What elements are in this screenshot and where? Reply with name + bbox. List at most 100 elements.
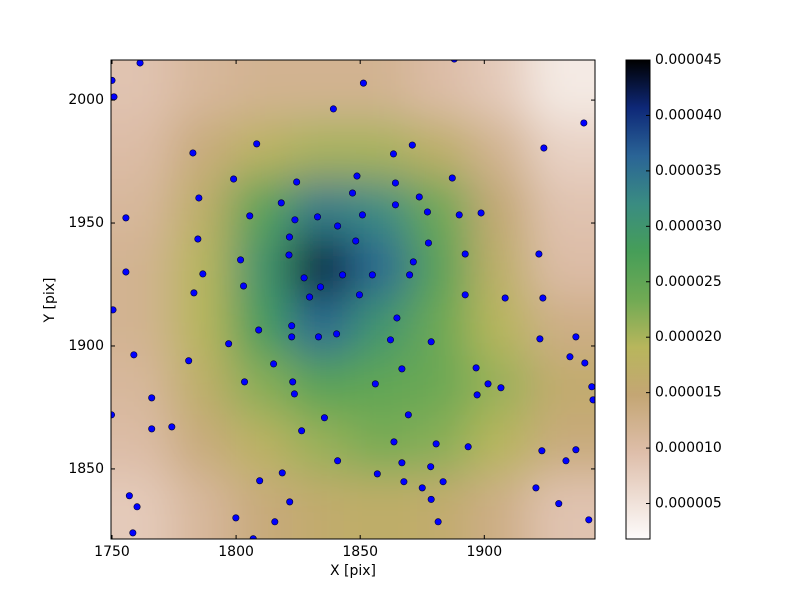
colorbar-tick-label: 0.000035 <box>655 163 722 179</box>
scatter-point <box>566 353 574 361</box>
density-cell <box>350 119 411 180</box>
scatter-points <box>111 60 595 539</box>
scatter-point <box>314 213 322 221</box>
density-cell <box>409 119 470 180</box>
scatter-point <box>111 93 118 101</box>
density-cell <box>409 178 470 239</box>
scatter-point <box>424 239 432 247</box>
density-cell <box>409 60 470 121</box>
scatter-point <box>371 380 379 388</box>
scatter-point <box>289 378 297 386</box>
density-cell <box>409 355 470 416</box>
density-cell <box>409 296 470 357</box>
density-cell <box>171 178 232 239</box>
scatter-point <box>111 76 116 84</box>
density-cell <box>111 60 173 121</box>
scatter-point <box>195 194 203 202</box>
scatter-point <box>389 150 397 158</box>
density-cell <box>231 237 292 298</box>
scatter-point <box>278 469 286 477</box>
x-tick-label: 1750 <box>94 544 130 560</box>
scatter-point <box>355 291 363 299</box>
scatter-point <box>432 440 440 448</box>
scatter-point <box>580 119 588 127</box>
scatter-point <box>581 359 589 367</box>
scatter-point <box>539 294 547 302</box>
scatter-point <box>133 503 141 511</box>
density-cell <box>231 296 292 357</box>
scatter-point <box>185 357 193 365</box>
density-cell <box>231 119 292 180</box>
density-cell <box>171 119 232 180</box>
x-tick-label: 1800 <box>218 544 254 560</box>
scatter-point <box>240 282 248 290</box>
scatter-point <box>300 274 308 282</box>
scatter-point <box>353 172 361 180</box>
colorbar-tick-label: 0.000010 <box>655 440 722 456</box>
density-cell <box>350 296 411 357</box>
scatter-point <box>390 438 398 446</box>
scatter-point <box>320 414 328 422</box>
scatter-point <box>168 423 176 431</box>
scatter-point <box>230 175 238 183</box>
scatter-point <box>314 333 322 341</box>
scatter-point <box>398 459 406 467</box>
scatter-point <box>286 498 294 506</box>
scatter-point <box>129 529 137 537</box>
scatter-point <box>461 250 469 258</box>
scatter-point <box>450 60 458 63</box>
scatter-point <box>391 201 399 209</box>
scatter-point <box>298 427 306 435</box>
density-cell <box>171 414 232 475</box>
density-cell <box>231 178 292 239</box>
density-cell <box>469 178 530 239</box>
density-cell <box>231 355 292 416</box>
scatter-point <box>404 411 412 419</box>
scatter-point <box>572 446 580 454</box>
scatter-point <box>271 518 279 526</box>
density-cell <box>350 473 411 539</box>
y-axis-label: Y [pix] <box>42 278 58 324</box>
heatmap-cells <box>111 60 595 539</box>
density-cell <box>111 473 173 539</box>
scatter-point <box>237 256 245 264</box>
density-cell <box>350 237 411 298</box>
colorbar <box>625 59 651 540</box>
density-cell <box>409 237 470 298</box>
density-cell <box>111 414 173 475</box>
density-cell <box>528 414 595 475</box>
density-cell <box>469 414 530 475</box>
density-cell <box>528 178 595 239</box>
scatter-point <box>536 335 544 343</box>
density-cell <box>171 473 232 539</box>
scatter-point <box>349 189 357 197</box>
x-axis-label: X [pix] <box>330 563 376 579</box>
scatter-point <box>256 477 264 485</box>
colorbar-tick-label: 0.000040 <box>655 107 722 123</box>
density-cell <box>290 355 351 416</box>
colorbar-tick-label: 0.000005 <box>655 496 722 512</box>
scatter-point <box>241 378 249 386</box>
scatter-point <box>415 193 423 201</box>
density-cell <box>171 296 232 357</box>
x-tick-label: 1900 <box>466 544 502 560</box>
density-cell <box>111 119 173 180</box>
scatter-point <box>400 478 408 486</box>
density-cell <box>409 414 470 475</box>
scatter-point <box>270 360 278 368</box>
scatter-point <box>473 391 481 399</box>
scatter-point <box>472 364 480 372</box>
scatter-point <box>393 314 401 322</box>
scatter-point <box>285 251 293 259</box>
scatter-point <box>532 484 540 492</box>
y-tick-label: 2000 <box>68 92 104 108</box>
scatter-point <box>339 271 347 279</box>
scatter-point <box>199 270 207 278</box>
scatter-point <box>334 222 342 230</box>
scatter-point <box>427 338 435 346</box>
density-cell <box>290 414 351 475</box>
density-cell <box>350 178 411 239</box>
scatter-point <box>497 384 505 392</box>
scatter-point <box>538 447 546 455</box>
